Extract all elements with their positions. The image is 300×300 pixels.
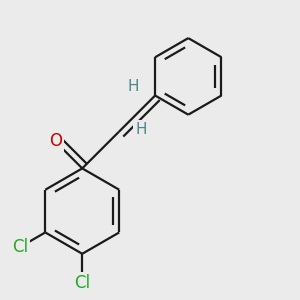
Text: H: H: [135, 122, 146, 136]
Text: O: O: [49, 132, 62, 150]
Text: Cl: Cl: [12, 238, 28, 256]
Text: H: H: [127, 79, 139, 94]
Text: Cl: Cl: [74, 274, 90, 292]
